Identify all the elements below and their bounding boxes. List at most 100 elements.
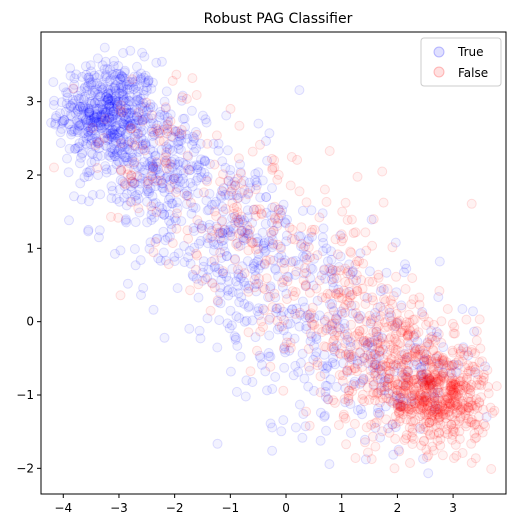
point-true bbox=[159, 248, 168, 257]
point-false bbox=[353, 287, 362, 296]
point-false bbox=[216, 234, 225, 243]
point-false bbox=[206, 306, 215, 315]
point-false bbox=[270, 163, 279, 172]
point-false bbox=[391, 434, 400, 443]
point-false bbox=[428, 442, 437, 451]
point-true bbox=[331, 360, 340, 369]
point-false bbox=[301, 280, 310, 289]
point-false bbox=[283, 277, 292, 286]
point-false bbox=[406, 459, 415, 468]
point-false bbox=[368, 432, 377, 441]
point-true bbox=[280, 363, 289, 372]
point-true bbox=[76, 102, 85, 111]
point-true bbox=[307, 206, 316, 215]
point-false bbox=[149, 248, 158, 257]
point-false bbox=[433, 386, 442, 395]
point-false bbox=[393, 380, 402, 389]
point-true bbox=[316, 436, 325, 445]
point-false bbox=[336, 325, 345, 334]
point-true bbox=[435, 257, 444, 266]
point-true bbox=[95, 226, 104, 235]
point-true bbox=[101, 57, 110, 66]
point-false bbox=[172, 224, 181, 233]
point-false bbox=[344, 333, 353, 342]
point-false bbox=[140, 146, 149, 155]
point-false bbox=[487, 465, 496, 474]
point-true bbox=[61, 107, 70, 116]
point-true bbox=[143, 218, 152, 227]
point-true bbox=[50, 96, 59, 105]
point-false bbox=[184, 234, 193, 243]
point-false bbox=[338, 207, 347, 216]
point-false bbox=[371, 442, 380, 451]
point-false bbox=[210, 256, 219, 265]
point-false bbox=[184, 165, 193, 174]
point-false bbox=[382, 394, 391, 403]
point-false bbox=[351, 341, 360, 350]
point-false bbox=[419, 437, 428, 446]
point-true bbox=[118, 73, 127, 82]
point-false bbox=[324, 395, 333, 404]
point-false bbox=[212, 131, 221, 140]
point-false bbox=[286, 181, 295, 190]
point-false bbox=[314, 325, 323, 334]
x-tick-label: −1 bbox=[221, 501, 239, 515]
point-false bbox=[287, 258, 296, 267]
point-false bbox=[246, 225, 255, 234]
point-false bbox=[360, 353, 369, 362]
point-false bbox=[234, 154, 243, 163]
point-true bbox=[130, 245, 139, 254]
point-false bbox=[259, 323, 268, 332]
point-true bbox=[236, 352, 245, 361]
point-true bbox=[258, 228, 267, 237]
point-true bbox=[70, 192, 79, 201]
point-false bbox=[213, 296, 222, 305]
point-false bbox=[349, 275, 358, 284]
point-false bbox=[347, 381, 356, 390]
point-false bbox=[235, 121, 244, 130]
point-false bbox=[382, 415, 391, 424]
point-true bbox=[424, 469, 433, 478]
point-true bbox=[73, 126, 82, 135]
point-true bbox=[300, 374, 309, 383]
point-true bbox=[74, 142, 83, 151]
point-false bbox=[350, 419, 359, 428]
point-true bbox=[192, 176, 201, 185]
point-false bbox=[312, 284, 321, 293]
point-false bbox=[304, 344, 313, 353]
point-false bbox=[302, 255, 311, 264]
point-false bbox=[305, 310, 314, 319]
point-true bbox=[56, 128, 65, 137]
point-false bbox=[127, 198, 136, 207]
point-false bbox=[297, 223, 306, 232]
point-false bbox=[169, 174, 178, 183]
point-false bbox=[427, 332, 436, 341]
point-false bbox=[426, 398, 435, 407]
point-false bbox=[349, 229, 358, 238]
point-true bbox=[353, 406, 362, 415]
point-true bbox=[261, 219, 270, 228]
point-false bbox=[231, 255, 240, 264]
point-false bbox=[248, 239, 257, 248]
point-false bbox=[361, 438, 370, 447]
point-true bbox=[296, 358, 305, 367]
point-false bbox=[287, 153, 296, 162]
point-false bbox=[318, 293, 327, 302]
point-false bbox=[477, 381, 486, 390]
point-true bbox=[231, 333, 240, 342]
point-false bbox=[460, 401, 469, 410]
point-false bbox=[270, 289, 279, 298]
point-false bbox=[396, 403, 405, 412]
point-false bbox=[388, 243, 397, 252]
point-true bbox=[195, 326, 204, 335]
point-false bbox=[260, 306, 269, 315]
point-true bbox=[458, 305, 467, 314]
point-false bbox=[438, 451, 447, 460]
point-false bbox=[397, 362, 406, 371]
point-false bbox=[302, 407, 311, 416]
point-false bbox=[435, 286, 444, 295]
point-false bbox=[277, 258, 286, 267]
point-false bbox=[400, 370, 409, 379]
point-false bbox=[391, 349, 400, 358]
point-false bbox=[362, 246, 371, 255]
